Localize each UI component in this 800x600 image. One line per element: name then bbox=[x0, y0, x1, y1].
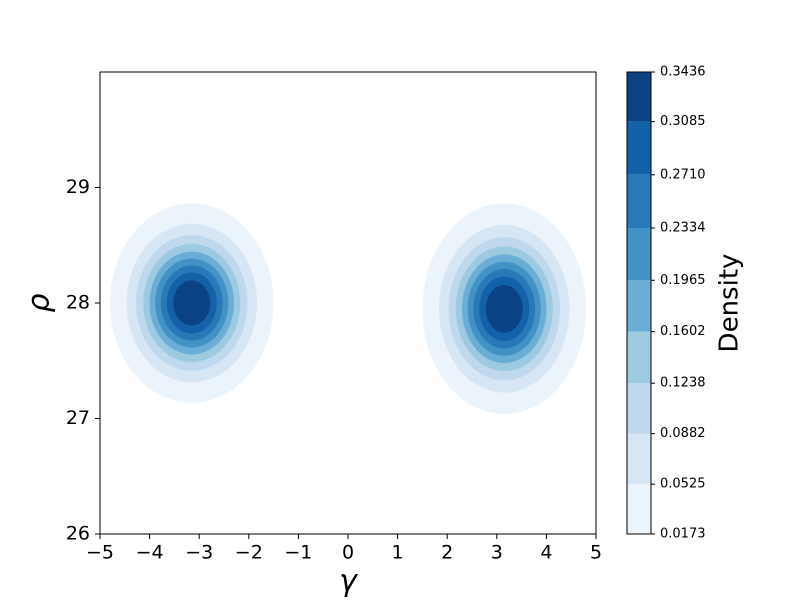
y-tick-label: 27 bbox=[66, 407, 90, 429]
x-tick-label: 5 bbox=[590, 542, 602, 564]
x-tick-label: 0 bbox=[342, 542, 354, 564]
x-tick-label: 4 bbox=[540, 542, 552, 564]
colorbar-tick-label: 0.1965 bbox=[660, 273, 706, 288]
colorbar-band bbox=[627, 484, 651, 534]
colorbar-label: Density bbox=[715, 254, 745, 353]
colorbar-tick-label: 0.2710 bbox=[660, 167, 706, 182]
y-axis-label: ρ bbox=[22, 293, 57, 312]
colorbar-tick-label: 0.0525 bbox=[660, 477, 706, 492]
colorbar-tick-label: 0.1238 bbox=[660, 376, 706, 391]
colorbar-band bbox=[627, 174, 651, 229]
x-tick-label: −3 bbox=[185, 542, 213, 564]
contour-band bbox=[173, 280, 211, 326]
colorbar-tick-label: 0.2334 bbox=[660, 221, 706, 236]
x-tick-label: 1 bbox=[392, 542, 404, 564]
colorbar-tick-label: 0.3085 bbox=[660, 114, 706, 129]
contour-band bbox=[485, 285, 523, 333]
x-tick-label: −4 bbox=[136, 542, 164, 564]
colorbar-tick-label: 0.3436 bbox=[660, 65, 706, 80]
colorbar-band bbox=[627, 383, 651, 434]
colorbar-band bbox=[627, 433, 651, 485]
y-tick-label: 28 bbox=[66, 292, 90, 314]
x-axis-label: γ bbox=[339, 564, 359, 599]
x-tick-label: 3 bbox=[491, 542, 503, 564]
colorbar-band bbox=[627, 121, 651, 175]
colorbar-band bbox=[627, 331, 651, 384]
x-tick-label: −5 bbox=[86, 542, 114, 564]
x-tick-label: 2 bbox=[441, 542, 453, 564]
x-tick-label: −2 bbox=[235, 542, 263, 564]
colorbar-band bbox=[627, 228, 651, 281]
colorbar-band bbox=[627, 280, 651, 332]
colorbar-frame bbox=[626, 71, 652, 535]
x-tick-label: −1 bbox=[284, 542, 312, 564]
colorbar-band bbox=[627, 72, 651, 122]
colorbar-tick-label: 0.0173 bbox=[660, 527, 706, 542]
colorbar-tick-label: 0.1602 bbox=[660, 324, 706, 339]
y-tick-label: 29 bbox=[66, 176, 90, 198]
colorbar-tick-label: 0.0882 bbox=[660, 426, 706, 441]
y-tick-label: 26 bbox=[66, 523, 90, 545]
